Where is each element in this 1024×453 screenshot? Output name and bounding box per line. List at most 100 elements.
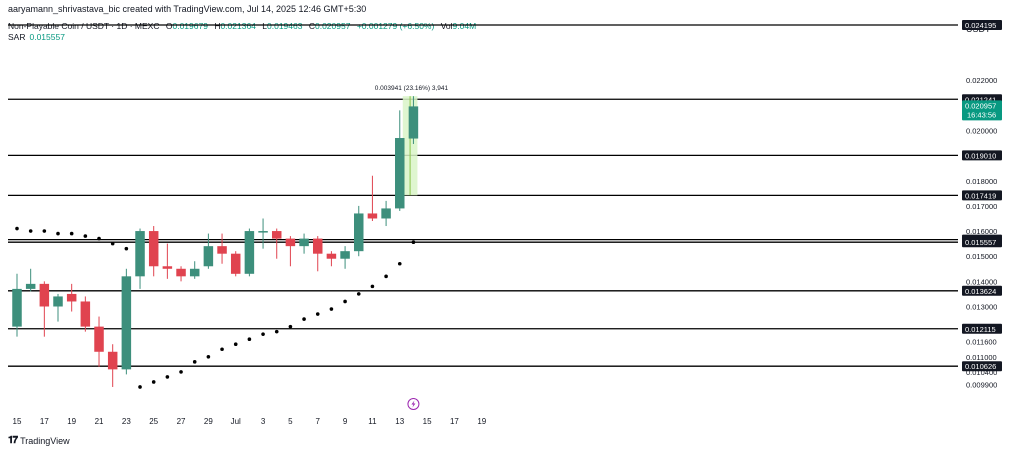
level-price-tag-label: 0.013624 — [965, 287, 996, 296]
level-price-tag-label: 0.010626 — [965, 362, 996, 371]
sar-label: SAR — [8, 32, 26, 42]
candle-body — [381, 208, 391, 219]
sar-dot — [56, 231, 60, 236]
price-axis-tick: 0.011000 — [966, 353, 997, 362]
time-axis-tick: 19 — [477, 417, 486, 426]
sar-dot — [206, 354, 211, 359]
candle-body — [230, 253, 241, 274]
candle-body — [176, 268, 186, 277]
level-price-tag — [962, 285, 1002, 296]
time-axis-tick: 15 — [423, 417, 432, 426]
time-axis-tick: 23 — [122, 417, 131, 426]
ohlc-close-label: C — [308, 21, 315, 31]
sar-dot — [110, 241, 115, 246]
time-axis-tick: 3 — [261, 417, 266, 426]
current-price-label: 0.020957 — [965, 101, 996, 110]
time-axis-tick: Jul — [231, 417, 241, 426]
level-price-tag-label: 0.021241 — [965, 95, 996, 104]
tradingview-logo-icon: 𝟏𝟕 — [8, 435, 18, 446]
chart-creator-caption: aaryamann_shrivastava_bic created with T… — [8, 4, 367, 14]
candle-body — [408, 106, 419, 139]
level-price-tag-label: 0.017419 — [965, 191, 996, 200]
sar-dot — [288, 324, 293, 329]
level-price-tag — [962, 19, 1002, 30]
sar-dot — [247, 337, 252, 341]
lightning-bolt-shape — [411, 400, 416, 408]
candle-body — [66, 293, 77, 302]
price-change-value: +0.001279 (+6.50%) — [356, 21, 435, 31]
candle-body — [189, 268, 200, 277]
price-axis-tick: 0.020000 — [966, 126, 997, 135]
tradingview-logo-text: TradingView — [20, 435, 70, 446]
time-axis-tick: 21 — [95, 417, 104, 426]
ohlc-close-value: 0.020957 — [314, 21, 351, 31]
ohlc-low-value: 0.019463 — [267, 21, 303, 31]
sar-dot — [397, 261, 402, 266]
price-axis-tick: 0.011600 — [966, 338, 997, 347]
time-axis-tick: 11 — [368, 417, 377, 426]
time-axis-tick: 19 — [67, 417, 76, 426]
sar-dot — [356, 292, 361, 296]
candle-body — [25, 283, 36, 289]
volume-value: 9.04M — [452, 21, 477, 31]
sar-dot — [384, 274, 388, 279]
ohlc-high-label: H — [214, 21, 221, 31]
sar-dot — [261, 332, 265, 336]
sar-dot — [138, 385, 142, 389]
level-price-tag-label: 0.019010 — [965, 151, 996, 160]
candle-body — [258, 231, 268, 233]
price-axis-tick: 0.009900 — [966, 380, 997, 389]
ohlc-open-value: 0.019679 — [172, 21, 208, 31]
tradingview-logo: 𝟏𝟕 TradingView — [8, 435, 70, 446]
sar-dot — [315, 312, 320, 316]
sar-dot — [28, 229, 33, 233]
level-price-tag — [962, 361, 1002, 372]
ohlc-low-label: L — [262, 21, 268, 31]
level-price-tag-label: 0.024195 — [965, 21, 996, 30]
price-axis-tick: 0.018000 — [966, 177, 997, 186]
sar-dot — [97, 236, 101, 241]
sar-dot — [151, 380, 156, 384]
sar-dot — [69, 231, 74, 236]
sar-dot — [192, 360, 197, 364]
time-axis-tick: 17 — [40, 417, 49, 426]
sar-dot — [179, 370, 183, 374]
price-axis-tick: 0.014000 — [966, 277, 997, 286]
level-price-tag — [962, 323, 1002, 334]
time-axis-tick: 27 — [177, 417, 186, 426]
candle-body — [354, 213, 364, 252]
candle-body — [12, 288, 22, 327]
sar-dot — [274, 329, 279, 334]
sar-dot — [83, 234, 88, 238]
candle-body — [203, 246, 214, 267]
sar-dot — [343, 299, 347, 304]
symbol-title[interactable]: Non-Playable Coin / USDT · 1D · MEXC — [8, 21, 160, 31]
volume-label: Vol — [440, 21, 453, 31]
sar-dot — [370, 284, 375, 289]
time-axis-tick: 7 — [316, 417, 321, 426]
candle-body — [148, 231, 159, 267]
countdown-label: 16:43:56 — [967, 110, 996, 119]
candle-body — [94, 326, 104, 352]
time-axis-tick: 29 — [204, 417, 213, 426]
level-price-tag — [962, 150, 1002, 161]
sar-dot — [15, 226, 19, 231]
candle-body — [53, 296, 63, 307]
time-axis-tick: 5 — [288, 417, 293, 426]
time-axis-tick: 9 — [343, 417, 348, 426]
sar-dot — [329, 307, 334, 311]
symbol-legend: Non-Playable Coin / USDT · 1D · MEXC O0.… — [8, 21, 476, 31]
candle-body — [395, 138, 405, 209]
candle-body — [367, 213, 378, 219]
sar-legend[interactable]: SAR 0.015557 — [8, 32, 65, 42]
time-axis-tick: 17 — [450, 417, 459, 426]
candle-body — [271, 231, 282, 239]
sar-value: 0.015557 — [29, 32, 65, 42]
candle-body — [121, 276, 132, 370]
candle-body — [39, 283, 50, 307]
candle-body — [326, 253, 337, 259]
candle-body — [244, 231, 255, 274]
price-range-measure-label: 0.003941 (23.16%) 3,941 — [375, 85, 449, 92]
sar-dot — [124, 246, 129, 251]
